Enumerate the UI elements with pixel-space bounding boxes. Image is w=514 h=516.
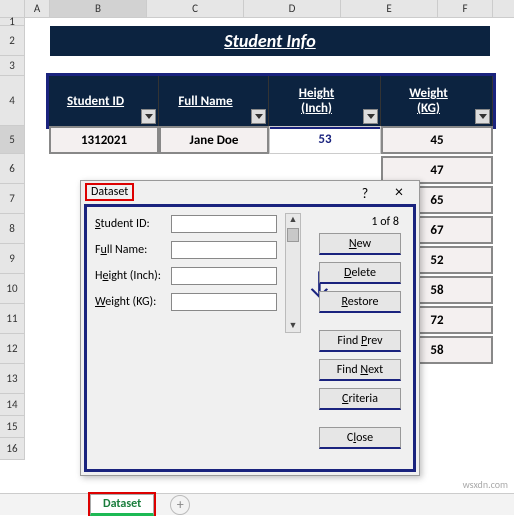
row-header-12[interactable]: 12 [0,334,24,364]
col-header-A[interactable]: A [25,0,50,17]
scroll-up-icon[interactable]: ▲ [286,214,300,226]
col-header-D[interactable]: D [244,0,341,17]
field-input-weight-kg-[interactable] [171,293,277,311]
find-next-button[interactable]: Find Next [319,359,401,381]
cell-height[interactable]: 53 [269,126,381,154]
criteria-button[interactable]: Criteria [319,388,401,410]
row-header-5[interactable]: 5 [0,126,24,154]
row-header-1[interactable]: 1 [0,18,24,26]
row-header-7[interactable]: 7 [0,184,24,214]
watermark: wsxdn.com [463,478,508,491]
cell-student-id[interactable]: 1312021 [49,126,159,154]
col-header-F[interactable]: F [438,0,493,17]
dialog-body: Student ID: Full Name: Height (Inch): Weigh… [87,207,413,469]
row-header-13[interactable]: 13 [0,364,24,394]
header-weight-kg-: Weight(KG) [381,76,493,126]
filter-button[interactable] [141,109,156,124]
field-label: Student ID: [95,217,171,231]
row-header-9[interactable]: 9 [0,244,24,274]
find-prev-button[interactable]: Find Prev [319,330,401,352]
data-form-dialog: Dataset ? × Student ID: Full Name: Height … [80,180,420,476]
field-input-height-inch-[interactable] [171,267,277,285]
record-counter: 1 of 8 [371,215,399,229]
filter-button[interactable] [251,109,266,124]
table-row: 1312021 Jane Doe 53 [49,126,493,154]
scroll-thumb[interactable] [287,228,299,242]
col-header-C[interactable]: C [147,0,244,17]
title-cell: Student Info [50,26,490,56]
column-headers: ABCDEF [25,0,514,18]
row-header-16[interactable]: 16 [0,438,24,460]
row-header-15[interactable]: 15 [0,416,24,438]
tab-dataset[interactable]: Dataset [90,494,154,516]
record-scrollbar[interactable]: ▲ ▼ [285,213,301,333]
header-student-id: Student ID [49,76,159,126]
sheet-tabs: Dataset + [0,493,514,515]
cell-full-name[interactable]: Jane Doe [159,126,269,154]
row-header-3[interactable]: 3 [0,56,24,76]
col-header-B[interactable]: B [50,0,147,17]
row-headers: 12345678910111213141516 [0,18,25,460]
grid-area: Student Info Student IDFull NameHeight(I… [25,18,514,493]
close-button[interactable]: Close [319,427,401,449]
field-label: Height (Inch): [95,269,171,283]
filter-button[interactable] [475,109,490,124]
add-sheet-button[interactable]: + [170,495,190,515]
row-header-11[interactable]: 11 [0,304,24,334]
row-header-4[interactable]: 4 [0,76,24,126]
header-height-inch-: Height(Inch) [269,76,381,126]
scroll-down-icon[interactable]: ▼ [286,320,300,332]
filter-button[interactable] [363,109,378,124]
row-header-10[interactable]: 10 [0,274,24,304]
row-header-2[interactable]: 2 [0,26,24,56]
delete-button[interactable]: Delete [319,262,401,284]
field-input-full-name-[interactable] [171,241,277,259]
button-column: New Delete Restore Find Prev Find Next Criter… [319,233,401,456]
table-header-row: Student IDFull NameHeight(Inch)Weight(KG… [49,76,493,126]
field-input-student-id-[interactable] [171,215,277,233]
row-header-8[interactable]: 8 [0,214,24,244]
col-header-E[interactable]: E [341,0,438,17]
close-icon[interactable]: × [387,183,411,202]
field-label: Weight (KG): [95,295,171,309]
row-header-6[interactable]: 6 [0,154,24,184]
help-button[interactable]: ? [355,185,375,202]
header-full-name: Full Name [159,76,269,126]
row-header-14[interactable]: 14 [0,394,24,416]
restore-button[interactable]: Restore [319,291,401,313]
new-button[interactable]: New [319,233,401,255]
dialog-title: Dataset [87,185,132,199]
field-label: Full Name: [95,243,171,257]
